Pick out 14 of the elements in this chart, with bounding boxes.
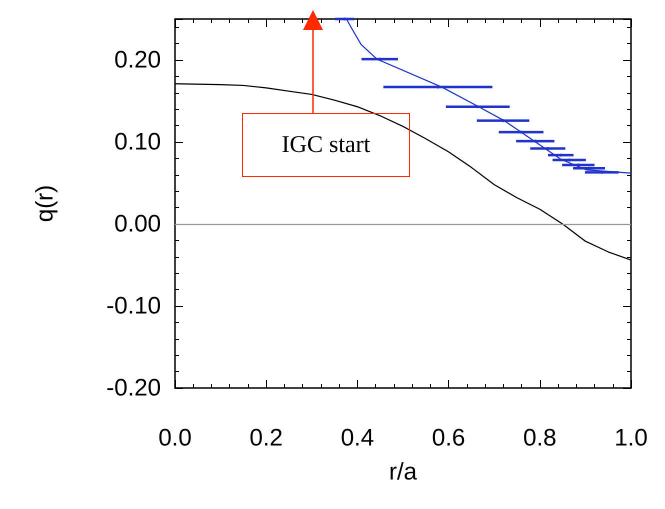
x-axis-title: r/a: [388, 458, 418, 486]
x-tick-label: 0.4: [340, 424, 374, 452]
x-tick-label: 0.6: [432, 424, 466, 452]
x-tick-label: 1.0: [614, 424, 648, 452]
y-tick-label: 0.20: [114, 46, 161, 74]
y-tick-label: 0.00: [114, 210, 161, 238]
y-tick-label: 0.10: [114, 128, 161, 156]
y-axis-title: q(r): [32, 184, 58, 222]
annotation: IGC start: [242, 113, 410, 177]
x-tick-label: 0.0: [158, 424, 192, 452]
y-tick-label: -0.20: [106, 374, 161, 402]
x-tick-label: 0.8: [523, 424, 556, 452]
x-tick-label: 0.2: [250, 424, 283, 452]
y-tick-label: -0.10: [106, 292, 161, 320]
